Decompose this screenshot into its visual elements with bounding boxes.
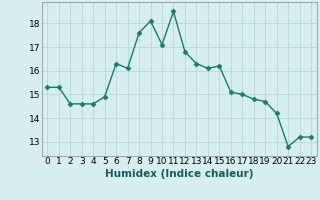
X-axis label: Humidex (Indice chaleur): Humidex (Indice chaleur) xyxy=(105,169,253,179)
